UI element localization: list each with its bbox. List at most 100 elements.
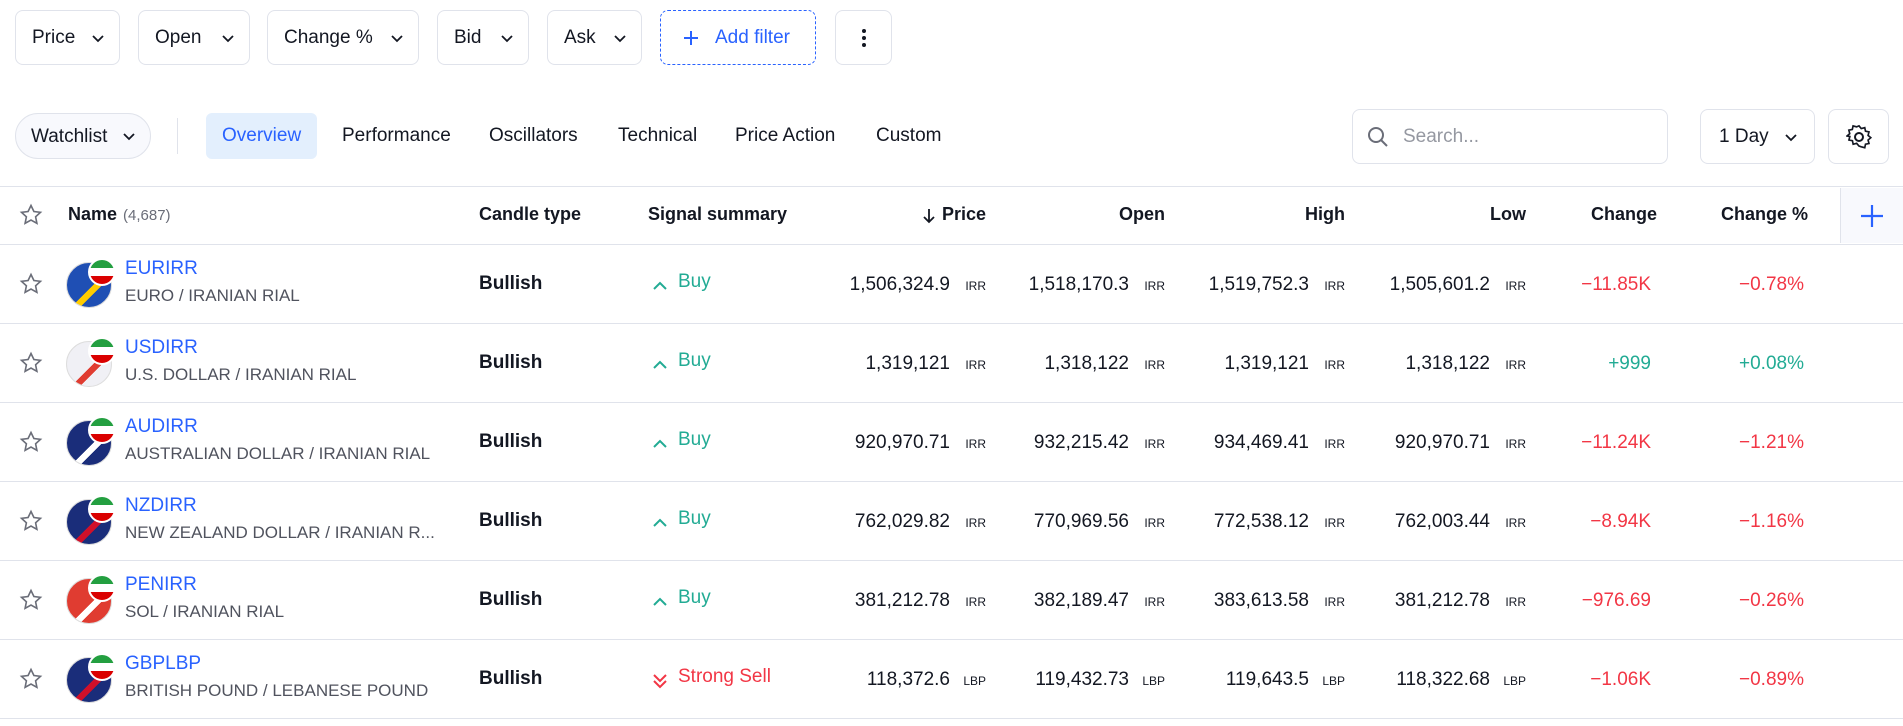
symbol[interactable]: GBPLBP [125, 653, 202, 674]
plus-icon [684, 31, 698, 45]
chevron [611, 29, 629, 53]
open-value: 1,318,122 [1044, 353, 1129, 374]
high-value: 934,469.41 [1213, 432, 1309, 453]
price-value: 118,372.6 [866, 669, 950, 690]
symbol[interactable]: AUDIRR [125, 416, 198, 437]
header-change[interactable]: Change [1590, 204, 1657, 224]
price-unit: IRR [965, 437, 986, 451]
search-icon [1367, 126, 1389, 154]
filter-label: Open [155, 27, 202, 48]
chevron [1782, 128, 1800, 152]
low-value: 762,003.44 [1394, 511, 1490, 532]
star-icon [19, 430, 43, 459]
tab[interactable]: Performance [342, 125, 451, 146]
star-icon [19, 588, 43, 617]
signal: Buy [678, 508, 711, 529]
description: U.S. DOLLAR / IRANIAN RIAL [125, 365, 357, 384]
sort-arrow [923, 209, 935, 224]
symbol[interactable]: USDIRR [125, 337, 198, 358]
settings-button[interactable] [1828, 109, 1889, 164]
filter-button[interactable]: Price [15, 10, 120, 65]
more-button[interactable] [835, 10, 892, 65]
price-unit: IRR [965, 595, 986, 609]
add-filter-label: Add filter [715, 27, 790, 48]
search-icon [1368, 127, 1388, 147]
header-change_pct[interactable]: Change % [1720, 204, 1808, 224]
filter-label: Bid [454, 27, 482, 48]
price-value: 381,212.78 [854, 590, 950, 611]
chevron [222, 35, 234, 43]
chevron [498, 29, 516, 53]
filter-label: Ask [564, 27, 596, 48]
price-value: 1,506,324.9 [849, 274, 950, 295]
add-filter[interactable]: Add filter [660, 10, 816, 65]
chevron [89, 29, 107, 53]
search-box[interactable]: Search... [1352, 109, 1668, 164]
header-low[interactable]: Low [1490, 204, 1526, 224]
tab[interactable]: Overview [206, 113, 318, 159]
price-unit: IRR [965, 279, 986, 293]
open-value: 770,969.56 [1033, 511, 1129, 532]
symbol[interactable]: NZDIRR [125, 495, 197, 516]
change_pct: −0.89% [1739, 669, 1804, 690]
flag-overlay [88, 258, 116, 286]
high-unit: LBP [1322, 674, 1345, 688]
change_pct: −1.21% [1739, 432, 1804, 453]
flag-overlay [88, 574, 116, 602]
star-icon [19, 272, 43, 301]
star-icon [19, 430, 43, 452]
signal: Buy [678, 350, 711, 371]
signal-icon [653, 360, 667, 369]
price-value: 920,970.71 [854, 432, 950, 453]
header-price[interactable]: Price [941, 204, 986, 224]
interval-button[interactable]: 1 Day [1700, 109, 1815, 164]
chevron [123, 133, 135, 141]
open-unit: IRR [1144, 279, 1165, 293]
price-unit: IRR [965, 358, 986, 372]
plus-icon [681, 28, 701, 54]
low-unit: IRR [1505, 358, 1526, 372]
signal-icon [653, 439, 667, 448]
divider [177, 118, 178, 154]
low-unit: IRR [1505, 595, 1526, 609]
signal-icon [651, 672, 669, 695]
price-unit: LBP [963, 674, 986, 688]
watchlist-button[interactable]: Watchlist [15, 113, 151, 159]
high-value: 1,519,752.3 [1208, 274, 1309, 295]
header-open[interactable]: Open [1118, 204, 1165, 224]
change: −976.69 [1581, 590, 1651, 611]
add-column[interactable] [1840, 188, 1903, 243]
tab[interactable]: Technical [618, 125, 698, 146]
flag-overlay [88, 416, 116, 444]
candle-type: Bullish [479, 668, 543, 689]
filter-button[interactable]: Open [138, 10, 250, 65]
star-icon [19, 272, 43, 294]
high-unit: IRR [1324, 279, 1345, 293]
low-value: 118,322.68 [1396, 669, 1490, 690]
symbol[interactable]: EURIRR [125, 258, 198, 279]
sort-arrow [922, 207, 936, 230]
signal-icon [651, 277, 669, 300]
signal: Buy [678, 429, 711, 450]
signal: Strong Sell [678, 666, 771, 687]
signal: Buy [678, 271, 711, 292]
filter-button[interactable]: Ask [547, 10, 642, 65]
gear-icon [1845, 124, 1873, 156]
high-value: 119,643.5 [1225, 669, 1309, 690]
low-value: 381,212.78 [1394, 590, 1490, 611]
tab[interactable]: Custom [876, 125, 942, 146]
symbol[interactable]: PENIRR [125, 574, 197, 595]
dots [861, 27, 867, 55]
tab[interactable]: Price Action [735, 125, 836, 146]
open-unit: IRR [1144, 358, 1165, 372]
filter-button[interactable]: Change % [267, 10, 419, 65]
header-high[interactable]: High [1305, 204, 1345, 224]
signal-icon [651, 435, 669, 458]
filter-button[interactable]: Bid [437, 10, 529, 65]
open-unit: IRR [1144, 595, 1165, 609]
description: AUSTRALIAN DOLLAR / IRANIAN RIAL [125, 444, 431, 463]
low-value: 1,318,122 [1405, 353, 1490, 374]
signal-icon [651, 356, 669, 379]
tab[interactable]: Oscillators [489, 125, 578, 146]
row-line [0, 560, 1903, 561]
